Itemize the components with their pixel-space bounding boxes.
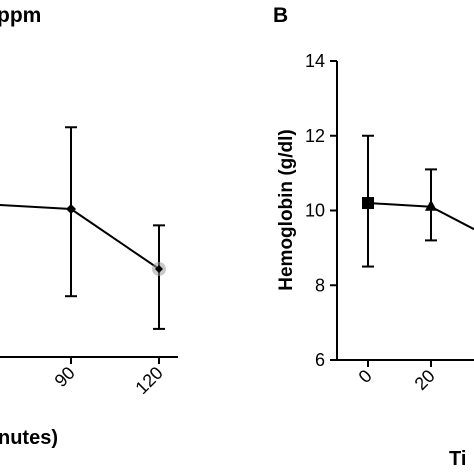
series-line-segment: [430, 205, 474, 231]
series-line-segment: [70, 208, 160, 270]
panel-b: B Hemoglobin (g/dl) 6 8 10 12 14 0 20 Ti: [273, 4, 474, 470]
panel-b-x-tick-label: 20: [411, 366, 439, 394]
panel-b-y-ticks: 6 8 10 12 14: [305, 51, 337, 370]
panel-b-x-tick-label: 0: [355, 366, 376, 387]
panel-b-letter: B: [273, 4, 288, 27]
panel-a: ppm 90 120 nutes): [0, 4, 178, 449]
y-tick-label: 14: [305, 51, 325, 71]
panel-a-x-tick-label: 90: [51, 363, 79, 391]
y-tick-label: 12: [305, 126, 325, 146]
series-line-segment: [367, 202, 432, 208]
y-tick-label: 8: [315, 275, 325, 295]
panel-b-x-axis-label: Ti: [449, 448, 466, 470]
panel-a-plot: [0, 126, 166, 330]
data-point-diamond: [155, 264, 163, 273]
panel-a-x-axis-label: nutes): [0, 427, 58, 449]
series-line-segment: [0, 204, 72, 210]
panel-b-y-axis-label: Hemoglobin (g/dl): [276, 129, 297, 290]
data-point-triangle: [425, 199, 437, 211]
data-point-diamond: [66, 204, 76, 214]
y-tick-label: 10: [305, 201, 325, 221]
panel-a-title: ppm: [0, 4, 41, 27]
panel-b-plot: [362, 134, 474, 268]
y-tick-label: 6: [315, 350, 325, 370]
panel-a-x-tick-label: 120: [131, 363, 166, 398]
data-point-square: [362, 197, 374, 210]
